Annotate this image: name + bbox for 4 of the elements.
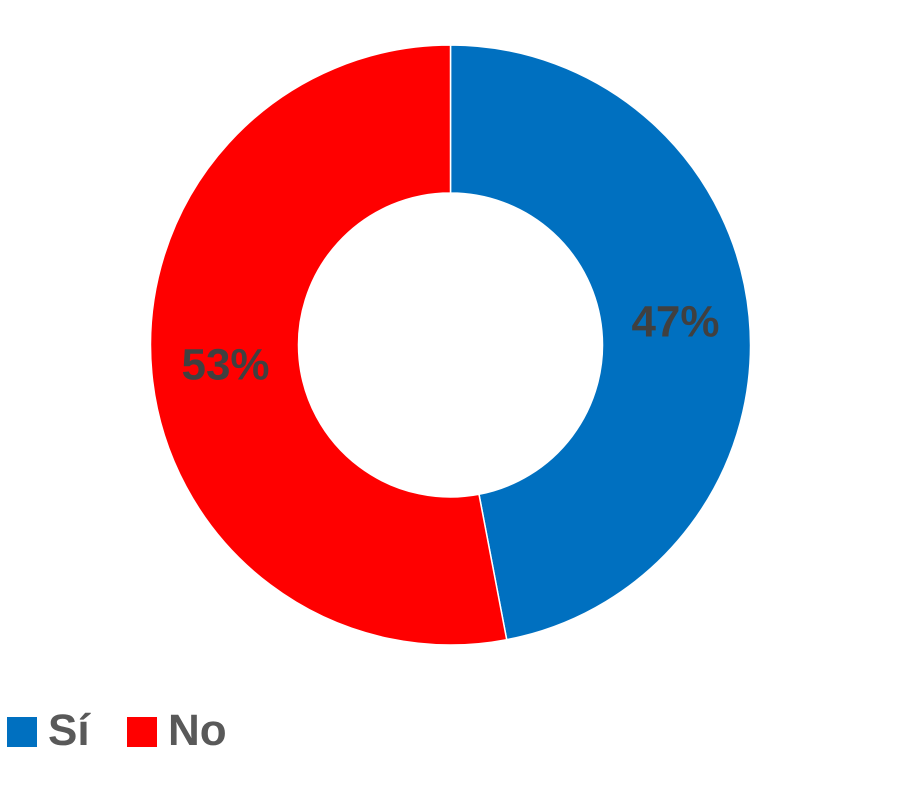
data-label: 53% [181, 340, 270, 390]
legend-label: Sí [48, 706, 92, 755]
data-label: 47% [631, 298, 720, 347]
legend-label: No [168, 706, 227, 755]
